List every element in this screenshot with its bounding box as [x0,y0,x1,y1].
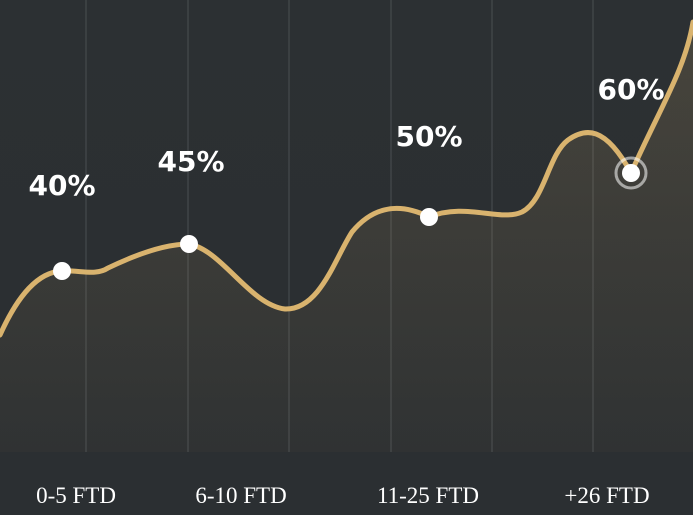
line-layer [0,19,693,338]
point-marker-ring-3 [614,156,648,190]
point-marker-2[interactable] [420,208,438,226]
series-line [0,19,693,338]
x-tick-label-2: 11-25 FTD [377,483,479,508]
x-tick-label-3: +26 FTD [564,483,649,508]
point-marker-1[interactable] [180,235,198,253]
point-marker-3[interactable] [622,164,640,182]
series-area [0,22,693,452]
point-marker-0[interactable] [53,262,71,280]
area-layer [0,22,693,452]
value-label-0: 40% [28,169,95,202]
value-label-1: 45% [157,145,224,178]
x-axis-band [0,452,693,515]
x-tick-label-0: 0-5 FTD [36,483,116,508]
value-labels: 40% 45% 50% 60% [28,73,664,202]
x-tick-label-1: 6-10 FTD [195,483,286,508]
x-axis-ticks: 0-5 FTD 6-10 FTD 11-25 FTD +26 FTD [36,483,650,508]
markers [53,156,648,280]
value-label-2: 50% [395,120,462,153]
value-label-3: 60% [597,73,664,106]
